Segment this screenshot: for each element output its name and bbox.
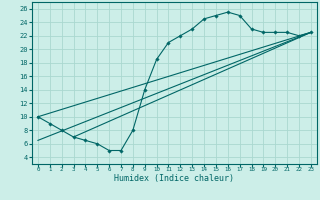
X-axis label: Humidex (Indice chaleur): Humidex (Indice chaleur)	[115, 174, 234, 183]
